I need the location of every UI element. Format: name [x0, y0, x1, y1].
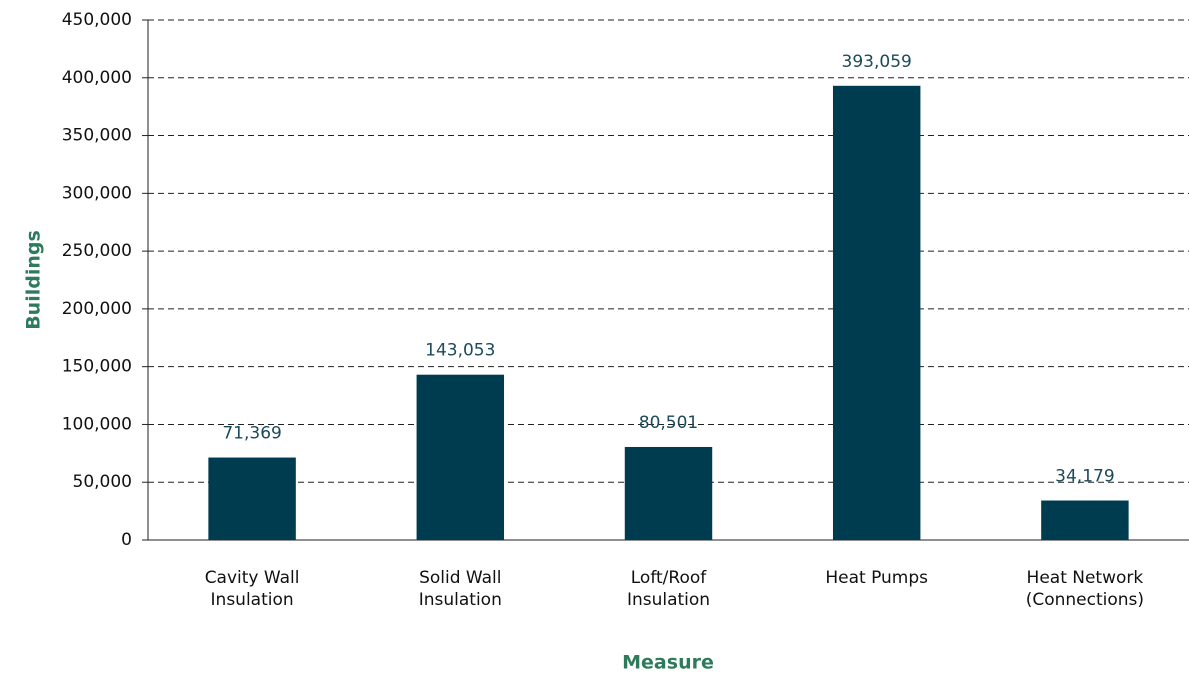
- x-axis-title: Measure: [622, 652, 714, 674]
- y-tick-label: 450,000: [62, 10, 132, 30]
- value-label: 143,053: [425, 341, 495, 361]
- value-label: 71,369: [222, 424, 281, 444]
- y-tick-label: 300,000: [62, 183, 132, 203]
- y-tick-label: 150,000: [62, 357, 132, 377]
- x-tick-label: Loft/Roof Insulation: [626, 568, 711, 610]
- y-tick-label: 250,000: [62, 241, 132, 261]
- bar: [1041, 500, 1129, 540]
- x-tick-label: Heat Network (Connections): [1025, 568, 1145, 610]
- bar: [624, 446, 713, 540]
- y-tick-label: 400,000: [62, 68, 132, 88]
- x-tick-label: Heat Pumps: [825, 568, 929, 588]
- bar: [416, 374, 505, 540]
- value-label: 393,059: [842, 52, 912, 72]
- y-tick-label: 0: [121, 530, 132, 550]
- value-label: 80,501: [639, 413, 698, 433]
- y-axis-title: Buildings: [23, 230, 45, 330]
- y-tick-label: 100,000: [62, 414, 132, 434]
- x-tick-label: Cavity Wall Insulation: [204, 568, 300, 610]
- bar: [208, 457, 296, 540]
- y-tick-label: 200,000: [62, 299, 132, 319]
- value-label: 34,179: [1055, 467, 1114, 487]
- y-tick-label: 350,000: [62, 126, 132, 146]
- y-tick-label: 50,000: [73, 472, 132, 492]
- bar: [832, 85, 921, 540]
- x-tick-label: Solid Wall Insulation: [418, 568, 502, 610]
